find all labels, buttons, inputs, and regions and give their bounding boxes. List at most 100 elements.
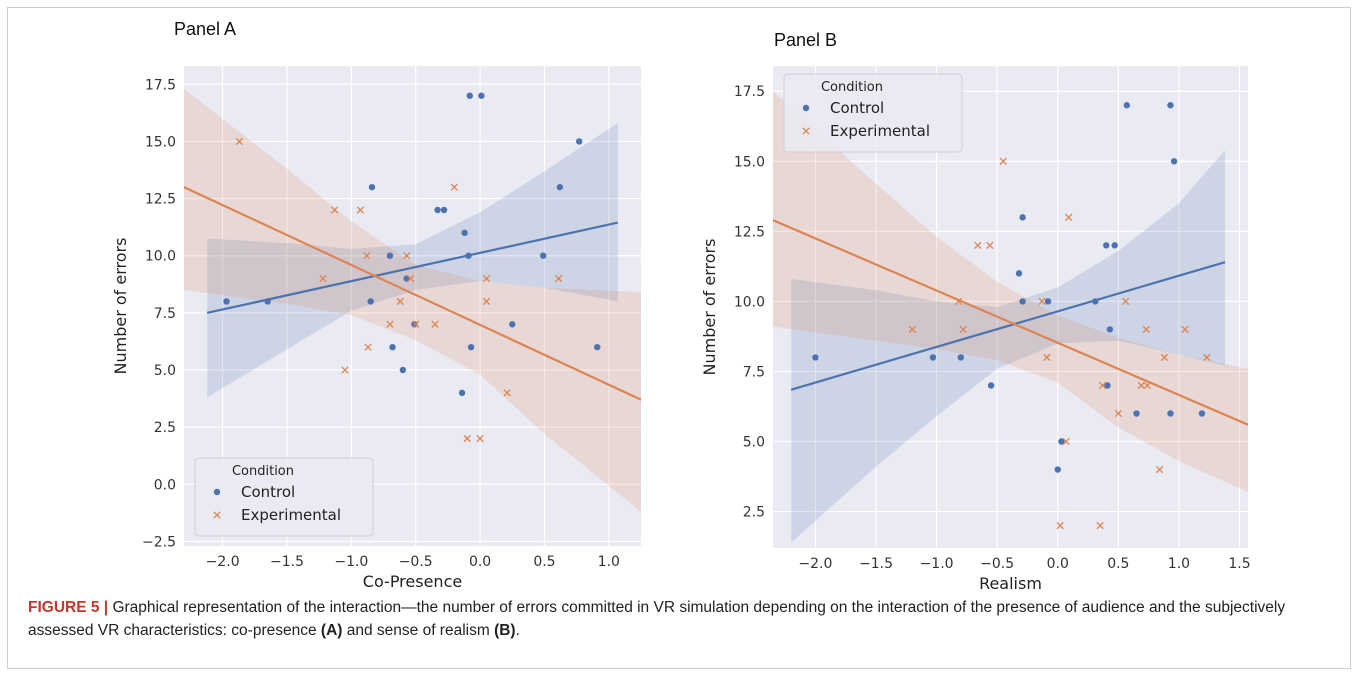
data-point-experimental (463, 434, 471, 443)
data-point-control (987, 382, 995, 389)
x-axis-label: Co-Presence (363, 572, 462, 591)
caption-text-2: and sense of realism (342, 622, 495, 639)
x-tick-label: 0.0 (1047, 556, 1069, 572)
data-point-control (929, 354, 937, 361)
data-point-control (1044, 298, 1052, 305)
y-tick-label: 12.5 (145, 192, 176, 208)
legend-box (194, 457, 374, 537)
panel-title: Panel B (774, 30, 837, 50)
legend: Condition Control Experimental (194, 457, 374, 537)
y-tick-label: 5.0 (743, 435, 765, 451)
data-point-experimental (386, 320, 394, 328)
legend-box (783, 73, 963, 153)
data-point-experimental (319, 274, 327, 283)
data-point-experimental (356, 206, 365, 214)
data-point-experimental (1203, 353, 1211, 362)
figure-charts: Panel A −2.0 −1.5 −1.0 −0.5 0.0 0.5 1.0 −2.5 0.0 2… (111, 19, 1251, 593)
data-point-control (467, 343, 475, 351)
ci-band-control (791, 150, 1225, 543)
x-tick-label: −1.0 (334, 554, 368, 570)
data-point-control (368, 183, 376, 191)
data-point-control (1104, 382, 1111, 389)
y-tick-label: 10.0 (145, 249, 176, 265)
data-point-control (466, 92, 473, 99)
x-tick-label: −1.5 (270, 554, 304, 570)
data-point-control (1092, 298, 1099, 305)
ci-band-control (207, 123, 618, 398)
data-point-control (812, 354, 819, 361)
plot-content (184, 88, 641, 512)
x-tick-label: 0.5 (1107, 556, 1129, 572)
legend-marker-control (213, 488, 221, 496)
y-tick-label: 17.5 (734, 84, 765, 100)
data-point-control (367, 298, 374, 305)
x-tick-label: −0.5 (980, 556, 1014, 572)
data-point-control (957, 354, 965, 361)
data-point-control (1106, 326, 1114, 333)
x-tick-label: −1.5 (859, 556, 893, 572)
data-point-experimental (431, 320, 439, 328)
y-axis-label: Number of errors (111, 238, 130, 375)
caption-ref-a: (A) (320, 622, 343, 639)
caption-ref-b: (B) (494, 622, 516, 639)
caption-text-3: . (515, 622, 520, 639)
data-point-experimental (450, 183, 458, 191)
legend-marker-experimental (213, 511, 221, 519)
data-point-control (1170, 158, 1178, 165)
caption-text-1: Graphical representation of the interact… (28, 599, 1286, 639)
data-point-experimental (908, 325, 917, 334)
data-point-experimental (412, 320, 420, 328)
data-point-experimental (406, 274, 415, 283)
data-point-control (386, 252, 394, 259)
data-point-control (411, 321, 418, 328)
data-point-control (1015, 270, 1023, 277)
data-point-experimental (482, 297, 491, 306)
regression-line-control (206, 221, 619, 314)
data-point-experimental (330, 206, 339, 214)
y-tick-label: 0.0 (154, 477, 176, 493)
plot-content (773, 91, 1248, 543)
data-point-control (1133, 410, 1140, 417)
data-point-control (1019, 298, 1026, 305)
ci-band-experimental (773, 91, 1248, 492)
x-tick-label: 1.0 (1168, 556, 1190, 572)
data-point-control (223, 298, 230, 305)
data-point-experimental (396, 297, 404, 306)
y-tick-label: 15.0 (734, 154, 765, 170)
legend-label-control: Control (830, 99, 884, 117)
legend: Condition Control Experimental (783, 73, 963, 153)
data-point-experimental (1043, 353, 1051, 362)
legend-label-control: Control (241, 483, 295, 501)
y-tick-label: 15.0 (145, 134, 176, 150)
caption-label: FIGURE 5 | (28, 599, 109, 616)
regression-line-experimental (184, 186, 641, 401)
data-point-experimental (1143, 381, 1152, 390)
y-tick-label: 12.5 (734, 224, 765, 240)
x-tick-label: −2.0 (798, 556, 832, 572)
legend-label-experimental: Experimental (830, 122, 930, 140)
data-point-experimental (364, 343, 372, 351)
legend-title: Condition (821, 80, 883, 95)
data-point-control (509, 321, 516, 328)
data-point-experimental (503, 389, 511, 397)
x-axis-label: Realism (979, 574, 1042, 593)
data-point-experimental (986, 241, 994, 250)
x-tick-label: −0.5 (399, 554, 433, 570)
data-point-control (1198, 410, 1206, 417)
figure-caption: FIGURE 5 | Graphical representation of t… (28, 596, 1338, 642)
legend-label-experimental: Experimental (241, 506, 341, 524)
data-point-experimental (1181, 325, 1189, 334)
y-tick-label: 2.5 (743, 505, 765, 521)
data-point-experimental (403, 252, 411, 260)
data-point-experimental (959, 325, 967, 334)
data-point-control (1019, 214, 1026, 221)
data-point-control (434, 206, 441, 214)
data-point-experimental (482, 274, 491, 283)
data-point-experimental (1062, 437, 1070, 446)
data-point-control (1167, 410, 1174, 417)
data-point-control (1111, 242, 1118, 249)
y-tick-label: 2.5 (154, 420, 176, 436)
ci-band-experimental (184, 88, 641, 512)
regression-line-control (790, 261, 1226, 391)
x-tick-label: 0.0 (469, 554, 491, 570)
